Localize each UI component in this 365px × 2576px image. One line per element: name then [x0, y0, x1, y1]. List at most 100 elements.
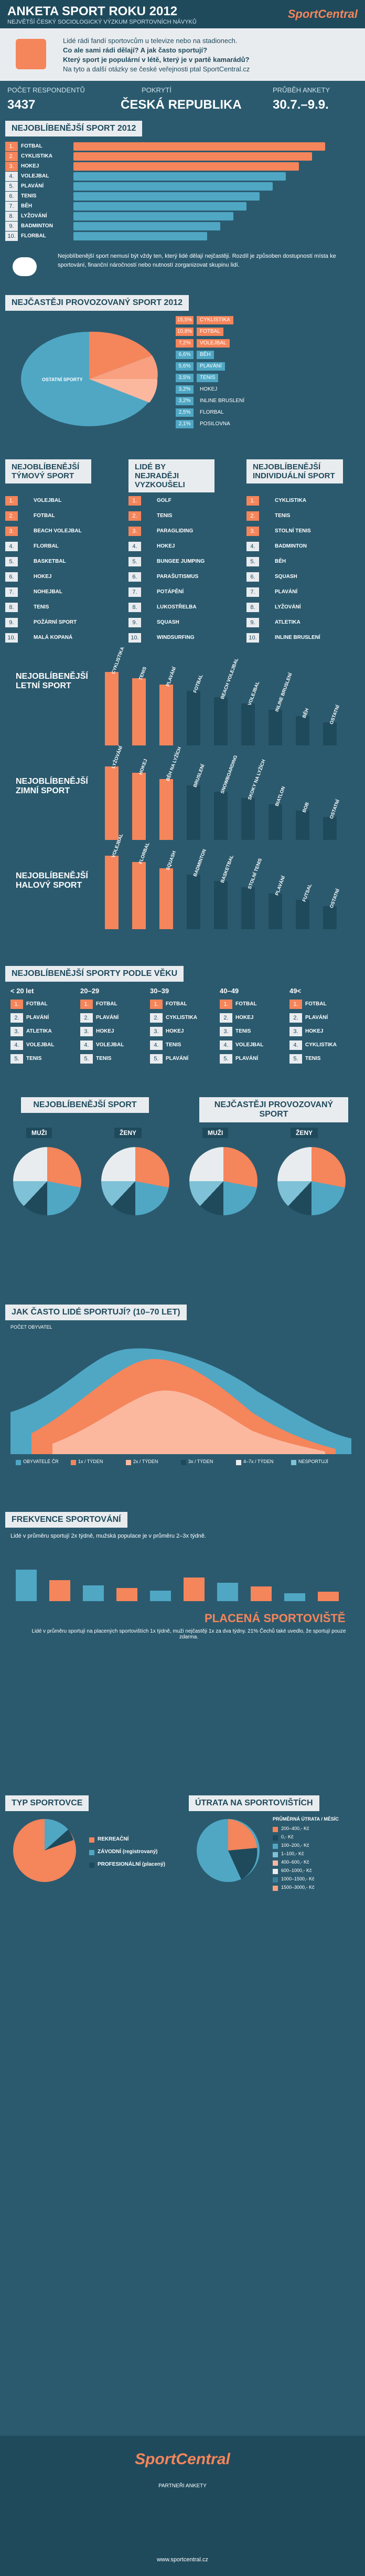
legend-label: TENIS — [197, 374, 219, 382]
age-rank: 2. — [150, 1013, 163, 1023]
gender-tag: MUŽI — [202, 1128, 229, 1138]
season-label: PLAVÁNÍ — [274, 875, 286, 896]
age-cell: PLAVÁNÍ — [166, 1056, 189, 1061]
paid-venues-title: PLACENÁ SPORTOVIŠTĚ — [205, 1612, 346, 1625]
season-label: SQUASH — [165, 850, 177, 871]
gender-pie — [101, 1147, 169, 1215]
spend-label: 200–400,- Kč — [281, 1826, 309, 1831]
footer-url[interactable]: www.sportcentral.cz — [157, 2557, 208, 2563]
rank-bar — [73, 222, 220, 230]
col-rank: 9. — [128, 618, 141, 627]
legend-label: FLORBAL — [200, 409, 224, 415]
freq-bar — [284, 1593, 305, 1601]
season-label: TENIS — [137, 666, 148, 681]
col-rank: 10. — [128, 633, 141, 643]
indoor-title: NEJOBLÍBENĚJŠÍ HALOVÝ SPORT — [16, 871, 88, 890]
age-rank: 1. — [289, 1000, 302, 1009]
spend-chip — [273, 1886, 278, 1891]
age-rank: 3. — [289, 1027, 302, 1036]
season-bar — [241, 703, 255, 745]
freq-chip — [126, 1460, 131, 1465]
section-type-spending: TYP SPORTOVCE ÚTRATA NA SPORTOVIŠTÍCH RE… — [0, 1795, 365, 1932]
type-label: REKREAČNÍ — [98, 1836, 129, 1842]
rank-number: 1. — [5, 142, 18, 151]
age-cell: TENIS — [235, 1028, 251, 1034]
type-chip — [89, 1850, 94, 1855]
season-bar — [132, 678, 146, 745]
col-label: TENIS — [157, 513, 173, 519]
section-title: NEJČASTĚJI PROVOZOVANÝ SPORT 2012 — [5, 295, 189, 311]
col-rank: 1. — [5, 496, 18, 506]
page-title: ANKETA SPORT ROKU 2012 — [7, 4, 178, 18]
col-label: SQUASH — [275, 574, 297, 580]
col-label: SQUASH — [157, 619, 179, 625]
age-rank: 3. — [80, 1027, 93, 1036]
age-rank: 4. — [10, 1040, 23, 1050]
season-label: INLINE BRUSLENÍ — [274, 672, 293, 712]
col-label: WINDSURFING — [157, 635, 195, 640]
col-label: HOKEJ — [157, 543, 175, 549]
legend-pct: 3,2% — [176, 397, 194, 405]
season-bar — [159, 779, 173, 840]
season-bar — [296, 716, 309, 745]
rank-bar — [73, 172, 286, 181]
rank-bar — [73, 142, 325, 151]
freq-chip — [16, 1460, 21, 1465]
age-rank: 4. — [150, 1040, 163, 1050]
season-label: LYŽOVÁNÍ — [110, 745, 124, 769]
col-label: BASKETBAL — [34, 559, 66, 564]
spend-chip — [273, 1852, 278, 1857]
legend-pct: 6,6% — [176, 351, 194, 359]
period-value: 30.7.–9.9. — [273, 98, 329, 112]
col-rank: 5. — [5, 557, 18, 566]
rank-label: FLORBAL — [21, 233, 46, 239]
season-bar — [214, 881, 228, 929]
col-rank: 8. — [246, 603, 259, 612]
rank-label: TENIS — [21, 193, 37, 199]
type-label: PROFESIONÁLNÍ (placený) — [98, 1862, 165, 1867]
season-bar — [132, 773, 146, 840]
spending-pie — [197, 1819, 260, 1882]
legend-pct: 2,5% — [176, 408, 194, 417]
spend-chip — [273, 1835, 278, 1841]
age-rank: 1. — [220, 1000, 232, 1009]
col-title-team: NEJOBLÍBENĚJŠÍ TÝMOVÝ SPORT — [5, 459, 91, 483]
season-label: BEACH VOLEJBAL — [219, 657, 240, 700]
season-label: FUTSAL — [301, 883, 313, 902]
spend-label: 100–200,- Kč — [281, 1843, 309, 1848]
legend-label: POSILOVNA — [200, 421, 230, 427]
season-bar — [105, 856, 119, 929]
age-cell: HOKEJ — [305, 1028, 324, 1034]
season-bar — [269, 710, 282, 745]
age-cell: FOTBAL — [166, 1001, 187, 1007]
brand-logo[interactable]: SportCentral — [287, 7, 358, 20]
age-rank: 4. — [289, 1040, 302, 1050]
season-bar — [241, 798, 255, 840]
col-rank: 5. — [246, 557, 259, 566]
col-rank: 7. — [128, 587, 141, 597]
footer-logo[interactable]: SportCentral — [135, 2451, 230, 2468]
age-rank: 2. — [80, 1013, 93, 1023]
col-rank: 3. — [246, 527, 259, 536]
spend-label: 0,- Kč — [281, 1834, 294, 1839]
age-rank: 5. — [80, 1054, 93, 1064]
sport-type-pie — [13, 1818, 76, 1882]
col-label: LYŽOVÁNÍ — [275, 604, 301, 610]
freq-bar — [251, 1586, 272, 1601]
legend-label: VOLEJBAL — [197, 339, 230, 348]
gender-pie — [189, 1147, 257, 1215]
age-header: 40–49 — [220, 987, 239, 995]
section-by-age: NEJOBLÍBENĚJŠÍ SPORTY PODLE VĚKU < 20 le… — [0, 966, 365, 1071]
age-cell: CYKLISTIKA — [305, 1042, 337, 1048]
col-label: LUKOSTŘELBA — [157, 604, 197, 610]
rank-bar — [73, 162, 299, 171]
rank-number: 2. — [5, 152, 18, 161]
freq-chip — [181, 1460, 186, 1465]
col-rank: 9. — [5, 618, 18, 627]
period-label: PRŮBĚH ANKETY — [273, 86, 330, 94]
age-rank: 5. — [150, 1054, 163, 1064]
age-header: 20–29 — [80, 987, 100, 995]
intro-line-2: Co ale sami rádi dělají? A jak často spo… — [63, 46, 208, 54]
col-rank: 10. — [5, 633, 18, 643]
practiced-pie: OSTATNÍ SPORTY — [21, 331, 158, 426]
